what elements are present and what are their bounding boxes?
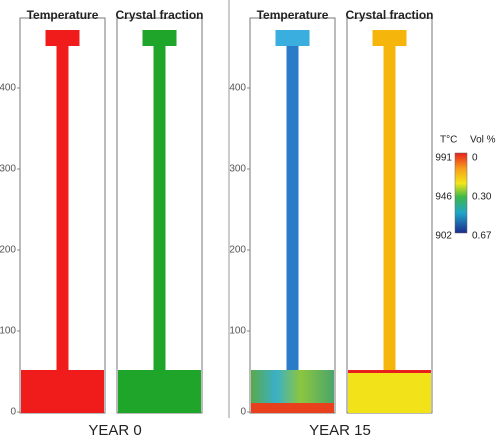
- conduit: [153, 46, 166, 376]
- chamber-layer: [251, 403, 334, 413]
- conduit: [383, 46, 396, 376]
- colorbar-title: T°C: [440, 135, 457, 146]
- subplot-title: Crystal fraction: [345, 8, 433, 22]
- subplot-title: Temperature: [27, 8, 99, 22]
- colorbar-label: 946: [435, 192, 452, 203]
- colorbar: [454, 152, 468, 234]
- y-tick-label: 0: [240, 407, 246, 418]
- chamber-cap: [275, 30, 310, 46]
- colorbar-label: 0: [472, 153, 478, 164]
- year-label: YEAR 0: [88, 422, 141, 439]
- subplot-title: Crystal fraction: [115, 8, 203, 22]
- colorbar-label: 991: [435, 153, 452, 164]
- chamber-base: [118, 370, 201, 413]
- conduit: [56, 46, 69, 376]
- colorbar-label: 0.30: [472, 192, 492, 203]
- subplot-title: Temperature: [257, 8, 329, 22]
- chamber-cap: [372, 30, 407, 46]
- y-tick-label: 200: [0, 245, 16, 256]
- year-label: YEAR 15: [309, 422, 371, 439]
- chamber-layer: [348, 370, 431, 373]
- y-tick-label: 100: [229, 326, 246, 337]
- y-tick-label: 100: [0, 326, 16, 337]
- colorbar-title: Vol %: [470, 135, 496, 146]
- chamber-cap: [45, 30, 80, 46]
- y-tick-label: 300: [229, 164, 246, 175]
- chamber-base: [348, 370, 431, 413]
- chamber-cap: [142, 30, 177, 46]
- y-tick-label: 0: [10, 407, 16, 418]
- colorbar-label: 0.67: [472, 231, 492, 242]
- y-tick-label: 400: [0, 83, 16, 94]
- chamber-base: [21, 370, 104, 413]
- colorbar-label: 902: [435, 231, 452, 242]
- conduit: [286, 46, 299, 376]
- y-tick-label: 300: [0, 164, 16, 175]
- y-tick-label: 200: [229, 245, 246, 256]
- y-tick-label: 400: [229, 83, 246, 94]
